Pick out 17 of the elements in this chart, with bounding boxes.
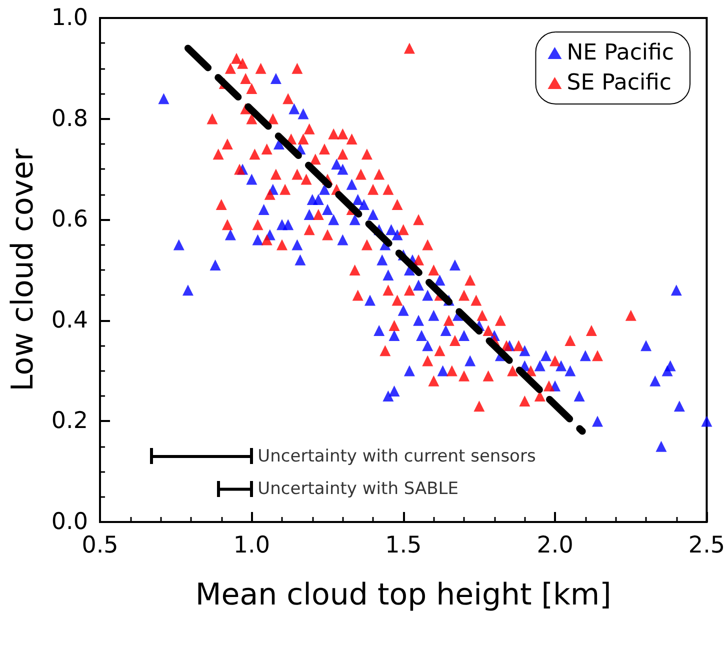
y-tick-label: 0.2 (51, 408, 88, 434)
legend-label: NE Pacific (566, 40, 674, 66)
y-tick-label: 0.8 (51, 106, 88, 132)
x-tick-label: 2.0 (536, 532, 574, 558)
legend-label: SE Pacific (566, 70, 672, 96)
y-tick-label: 0.4 (51, 307, 88, 334)
y-tick-label: 0.0 (51, 509, 88, 535)
y-tick-label: 1.0 (51, 5, 88, 31)
x-tick-label: 0.5 (82, 532, 118, 558)
x-tick-label: 2.5 (688, 532, 725, 558)
x-axis-title: Mean cloud top height [km] (195, 578, 612, 612)
y-tick-label: 0.6 (51, 206, 88, 233)
y-axis-title: Low cloud cover (6, 148, 40, 392)
x-tick-label: 1.5 (385, 532, 422, 558)
x-tick-label: 1.0 (233, 532, 270, 558)
annotation: Uncertainty with current sensors (258, 446, 536, 466)
annotation: Uncertainty with SABLE (258, 479, 458, 500)
